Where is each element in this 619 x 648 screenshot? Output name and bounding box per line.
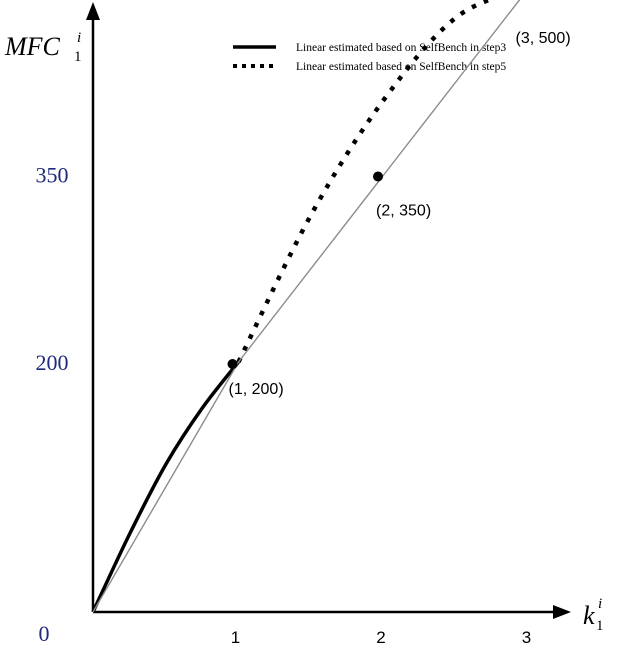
series-thin-line (92, 0, 521, 613)
point-label-3: (3, 500) (516, 30, 571, 47)
series (91, 0, 521, 613)
point-marker-1 (227, 359, 238, 369)
x-tick-label-3: 3 (522, 628, 531, 647)
y-axis-arrow (86, 2, 100, 20)
x-tick-label-1: 1 (231, 628, 240, 647)
y-ticks: 200350500 (36, 163, 69, 376)
y-axis-title: MFC i 1 (4, 30, 82, 65)
point-marker-2 (373, 171, 383, 182)
series-dotted-curve (236, 0, 496, 363)
y-axis-title-subscript: 1 (74, 49, 82, 65)
y-axis-title-superscript: i (77, 30, 81, 46)
series-solid-curve (91, 360, 240, 613)
legend-solid-label: Linear estimated based on SelfBench in s… (296, 42, 506, 54)
x-axis-title-base: k (583, 601, 595, 630)
origin-label: 0 (39, 621, 50, 646)
y-tick-label-350: 350 (36, 163, 69, 188)
legend-dotted-label: Linear estimated based on SelfBench in s… (296, 61, 506, 73)
x-axis-title-superscript: i (598, 596, 602, 612)
x-axis-title-subscript: 1 (596, 618, 604, 634)
y-tick-label-200: 200 (36, 350, 69, 375)
y-axis-title-base: MFC (4, 32, 61, 61)
axes (86, 2, 571, 619)
legend: Linear estimated based on SelfBench in s… (233, 42, 506, 73)
point-label-1: (1, 200) (229, 381, 284, 398)
x-ticks: 1 2 3 (231, 628, 531, 647)
x-axis-title: k i 1 (583, 596, 604, 634)
x-tick-label-2: 2 (376, 628, 385, 647)
point-label-2: (2, 350) (376, 203, 431, 220)
points: (1, 200) (2, 350) (3, 500) (227, 30, 571, 398)
x-axis-arrow (553, 605, 571, 619)
